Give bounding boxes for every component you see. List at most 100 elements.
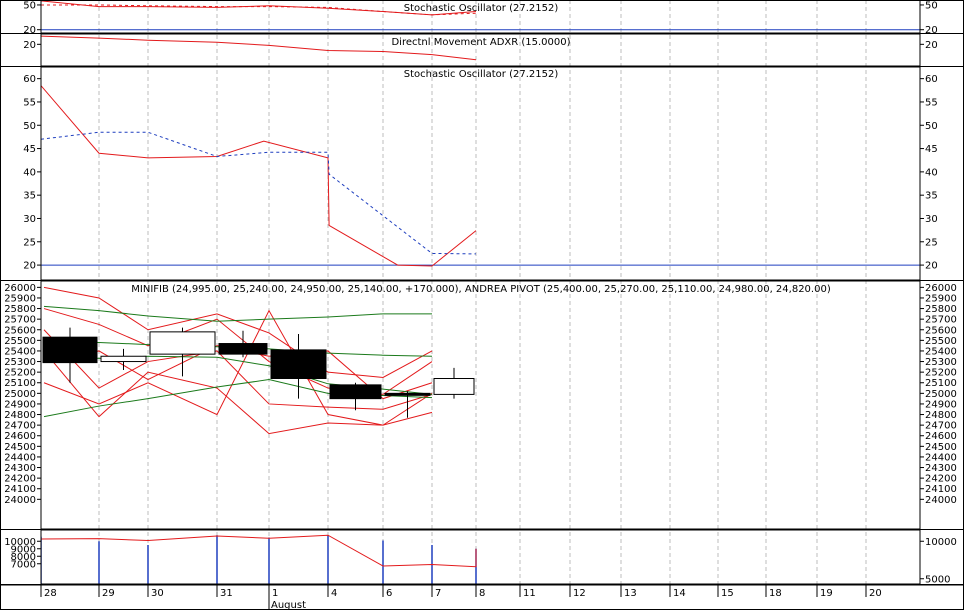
y-tick-label-right: 10000 [925,537,957,548]
candle-body [42,336,98,364]
y-tick-label-right: 25900 [925,293,957,304]
x-tick-label: 30 [151,588,164,599]
y-tick-label-left: 25300 [4,357,36,368]
panel-title: Stochastic Oscillator (27.2152) [404,3,559,14]
y-tick-label-right: 25400 [925,346,957,357]
y-tick-label-left: 20 [23,261,36,272]
y-tick-label-right: 24000 [925,495,957,506]
candle [100,348,147,371]
y-tick-label-right: 30 [925,214,938,225]
y-tick-label-left: 20 [23,40,36,51]
x-tick-label: 15 [721,588,734,599]
panel-title: MINIFIB (24,995.00, 25,240.00, 24,950.00… [131,284,831,295]
y-tick-label-left: 25900 [4,293,36,304]
x-tick-label: 20 [869,588,882,599]
y-tick-label-right: 25100 [925,378,957,389]
y-tick-label-right: 25300 [925,357,957,368]
y-tick-label-right: 25500 [925,336,957,347]
y-tick-label-left: 7000 [11,559,36,570]
y-tick-label-left: 40 [23,167,36,178]
candle [329,382,382,411]
candle-body [149,331,216,355]
x-tick-label: 14 [673,588,686,599]
x-tick-label: 12 [573,588,586,599]
y-tick-label-right: 20 [925,25,938,36]
series-line [41,4,477,16]
series-line [43,350,433,435]
y-tick-label-left: 26000 [4,283,36,294]
y-tick-label-left: 25000 [4,389,36,400]
x-tick-label: 6 [386,588,392,599]
candle [433,367,475,399]
y-tick-label-left: 25 [23,237,36,248]
series-line [41,131,477,255]
plot-area-price [42,286,475,435]
y-tick-label-left: 25400 [4,346,36,357]
y-tick-label-left: 24600 [4,431,36,442]
plot-area-volume [41,534,477,584]
y-tick-label-left: 35 [23,191,36,202]
y-tick-label-right: 25 [925,237,938,248]
y-tick-label-left: 24400 [4,452,36,463]
y-tick-label-left: 25200 [4,368,36,379]
candle-body [433,378,475,395]
x-tick-label: 31 [220,588,233,599]
y-tick-label-left: 60 [23,74,36,85]
y-tick-label-left: 9000 [11,544,36,555]
y-tick-label-left: 8000 [11,552,36,563]
y-tick-label-right: 24500 [925,442,957,453]
panel-price: 2400024100242002430024400245002460024700… [0,280,964,530]
y-tick-label-left: 50 [23,121,36,132]
panel-title: Stochastic Oscillator (27.2152) [404,69,559,80]
y-tick-label-left: 24100 [4,484,36,495]
y-tick-label-left: 25100 [4,378,36,389]
y-tick-label-right: 50 [925,121,938,132]
series-line [41,35,477,61]
vertical-grid-lines [98,0,867,584]
candle [218,330,268,358]
y-tick-label-right: 25600 [925,325,957,336]
candle-body [329,384,382,400]
y-tick-label-right: 24300 [925,463,957,474]
y-tick-label-right: 25700 [925,315,957,326]
x-tick-label: 7 [435,588,441,599]
y-tick-label-right: 24900 [925,399,957,410]
y-tick-label-right: 24100 [925,484,957,495]
x-tick-label: 8 [479,588,485,599]
y-tick-label-right: 5000 [925,574,950,585]
candle-body [270,349,327,380]
series-line [43,305,432,322]
y-tick-label-left: 24300 [4,463,36,474]
y-tick-label-left: 24500 [4,442,36,453]
y-tick-label-left: 10000 [4,537,36,548]
y-tick-label-left: 50 [23,0,36,11]
y-tick-label-right: 35 [925,191,938,202]
candle [270,333,327,399]
y-tick-label-left: 25500 [4,336,36,347]
plot-area-stoch-top [41,0,920,31]
y-tick-label-right: 60 [925,74,938,85]
y-tick-label-right: 50 [925,0,938,11]
y-tick-label-right: 25000 [925,389,957,400]
plot-area-adxr [41,35,477,61]
y-tick-label-right: 24200 [925,474,957,485]
y-tick-label-right: 24600 [925,431,957,442]
candle-body [100,355,147,363]
y-tick-label-right: 20 [925,261,938,272]
y-tick-label-right: 26000 [925,283,957,294]
y-tick-label-left: 25700 [4,315,36,326]
plot-area-stoch-main [41,85,920,267]
candle-body [218,343,268,355]
y-tick-label-left: 20 [23,25,36,36]
y-tick-label-left: 24900 [4,399,36,410]
y-tick-label-right: 55 [925,97,938,108]
x-tick-label: 18 [769,588,782,599]
x-tick-label: 19 [820,588,833,599]
series-line [43,286,433,378]
x-tick-label: 11 [523,588,536,599]
y-tick-label-right: 24700 [925,421,957,432]
y-tick-label-right: 25200 [925,368,957,379]
y-tick-label-left: 24200 [4,474,36,485]
